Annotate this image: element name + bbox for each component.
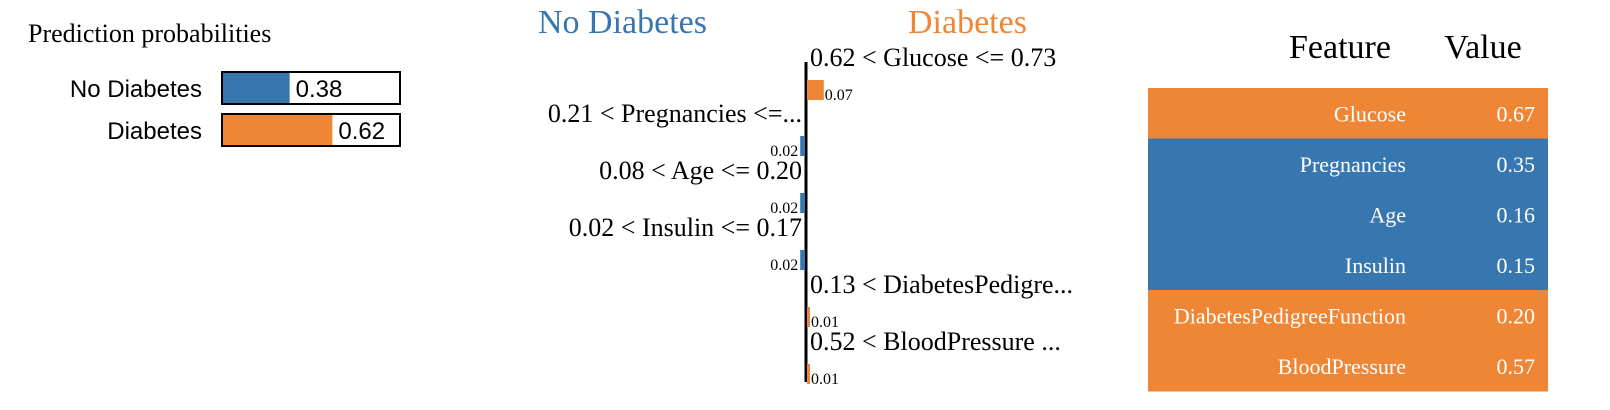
feature-condition-label: 0.13 < DiabetesPedigre... [810,270,1073,299]
contribution-bar [800,136,805,156]
contribution-bar [800,250,805,270]
contribution-value: 0.02 [770,143,798,160]
table-cell-feature: Age [1369,202,1406,227]
prediction-class-label: Diabetes [107,118,202,145]
left-class-title: No Diabetes [538,4,707,41]
prediction-class-label: No Diabetes [70,76,202,103]
table-header-feature: Feature [1289,29,1391,66]
contribution-bar [800,193,805,213]
table-header-value: Value [1444,29,1521,66]
table-row [1148,189,1548,240]
table-row [1148,138,1548,190]
contribution-bar [807,307,810,327]
prediction-probabilities-bars: No Diabetes 0.38 Diabetes 0.62 [70,71,401,147]
table-cell-value: 0.67 [1497,101,1536,126]
feature-condition-label: 0.62 < Glucose <= 0.73 [810,43,1056,72]
table-row [1148,239,1548,291]
contribution-value: 0.01 [811,371,839,388]
table-row [1148,88,1548,139]
explanation-bars: 0.62 < Glucose <= 0.73 0.07 0.21 < Pregnan… [548,43,1073,388]
table-cell-feature: DiabetesPedigreeFunction [1174,303,1406,328]
prediction-value-label: 0.62 [338,118,385,145]
prediction-probabilities-title: Prediction probabilities [28,19,271,48]
contribution-value: 0.02 [770,200,798,217]
contribution-bar [807,80,824,100]
prediction-value-label: 0.38 [296,76,343,103]
table-cell-value: 0.57 [1497,354,1536,379]
table-cell-feature: BloodPressure [1278,354,1406,379]
contribution-value: 0.02 [770,257,798,274]
table-cell-feature: Glucose [1334,101,1406,126]
table-row [1148,290,1548,341]
feature-condition-label: 0.08 < Age <= 0.20 [599,156,802,185]
contribution-value: 0.01 [811,314,839,331]
table-cell-value: 0.16 [1497,202,1536,227]
table-cell-value: 0.20 [1497,303,1536,328]
feature-condition-label: 0.52 < BloodPressure ... [810,327,1061,356]
prediction-bar-fill [223,115,333,145]
feature-condition-label: 0.21 < Pregnancies <=... [548,99,802,128]
feature-value-table: Glucose 0.67 Pregnancies 0.35 Age 0.16 Insulin… [1148,88,1548,392]
contribution-bar [807,364,810,384]
prediction-bar-fill [223,73,290,103]
table-cell-feature: Insulin [1345,253,1406,278]
table-cell-value: 0.35 [1497,152,1536,177]
contribution-value: 0.07 [825,87,853,104]
table-row [1148,340,1548,392]
table-cell-feature: Pregnancies [1300,152,1406,177]
table-cell-value: 0.15 [1497,253,1536,278]
right-class-title: Diabetes [908,4,1027,41]
feature-condition-label: 0.02 < Insulin <= 0.17 [569,213,802,242]
